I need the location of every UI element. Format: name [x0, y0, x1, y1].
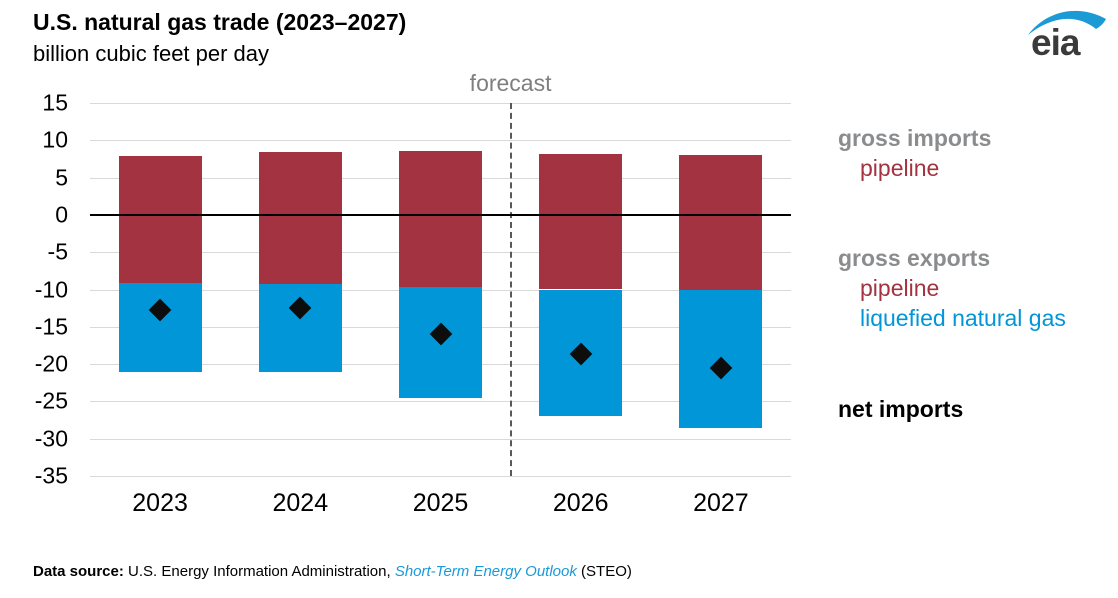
bar-pipeline: [118, 155, 202, 283]
y-tick-label: -35: [34, 462, 68, 489]
y-tick-label: -5: [47, 238, 68, 265]
y-tick-label: -15: [34, 313, 68, 340]
legend-net-imports: net imports: [838, 396, 964, 422]
x-axis: 2023 2024 2025 2026 2027: [90, 489, 791, 521]
chart-title: U.S. natural gas trade (2023–2027): [33, 9, 407, 35]
x-tick-label: 2026: [552, 489, 609, 517]
data-source: Data source: U.S. Energy Information Adm…: [33, 563, 632, 580]
grid-line: [90, 476, 791, 477]
data-source-text: U.S. Energy Information Administration,: [123, 563, 395, 580]
forecast-divider-line: [509, 103, 512, 476]
x-tick-label: 2027: [693, 489, 749, 517]
x-tick-label: 2025: [412, 489, 469, 517]
chart-subtitle: billion cubic feet per day: [33, 41, 270, 66]
bar-pipeline: [258, 152, 342, 284]
y-axis: 15 10 5 0 -5 -10 -15 -20 -25 -30 -35: [0, 90, 68, 489]
bar-pipeline: [679, 155, 763, 291]
eia-logo: eia: [1025, 6, 1110, 68]
data-source-suffix: (STEO): [576, 563, 632, 580]
data-source-label: Data source:: [33, 563, 124, 580]
bar-pipeline: [399, 151, 482, 287]
y-tick-label: 15: [42, 89, 68, 116]
legend-imports-pipeline: pipeline: [860, 155, 940, 181]
forecast-label: forecast: [469, 70, 552, 96]
y-tick-label: -30: [34, 425, 68, 452]
y-tick-label: -25: [34, 387, 68, 414]
legend-exports-pipeline: pipeline: [860, 275, 940, 301]
y-tick-label: 0: [55, 201, 68, 228]
grid-line: [90, 140, 791, 142]
bar-lng-exports: [118, 282, 202, 372]
y-tick-label: -20: [34, 350, 68, 377]
grid-line: [90, 103, 791, 104]
x-tick-label: 2023: [132, 489, 188, 517]
x-tick-label: 2024: [272, 489, 329, 517]
grid-line: [90, 438, 791, 440]
legend-gross-exports: gross exports: [838, 245, 991, 271]
bar-pipeline: [539, 154, 623, 290]
legend-gross-imports: gross imports: [838, 125, 992, 151]
plot-area: [90, 103, 791, 477]
eia-logo-text: eia: [1031, 22, 1080, 63]
steo-link[interactable]: Short-Term Energy Outlook: [394, 563, 577, 580]
y-tick-label: 10: [42, 126, 68, 153]
y-tick-label: 5: [55, 164, 68, 191]
y-tick-label: -10: [34, 276, 68, 302]
legend-exports-lng: liquefied natural gas: [860, 305, 1066, 331]
zero-line: [90, 213, 791, 216]
eia-swoosh-icon: [1028, 10, 1106, 35]
grid-line: [90, 401, 791, 403]
